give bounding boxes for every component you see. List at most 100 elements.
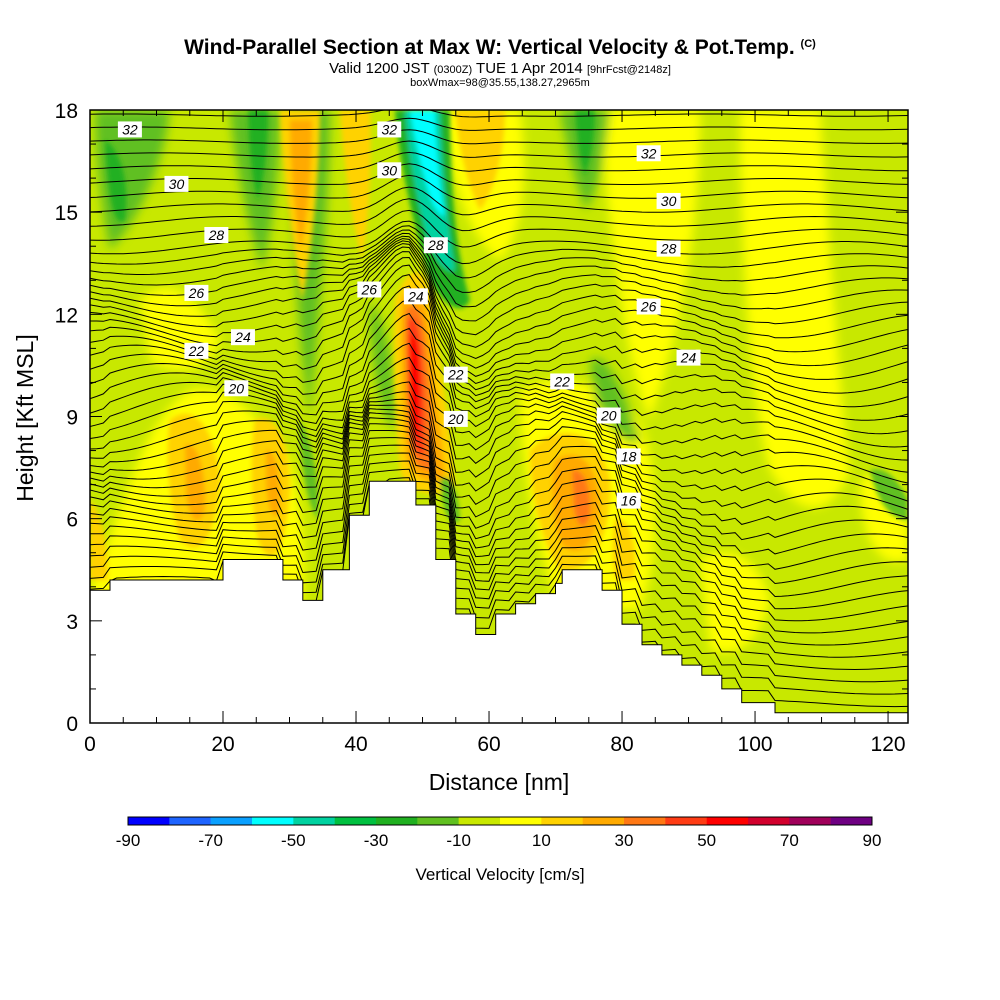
field-region — [95, 110, 170, 250]
colorbar-swatch — [376, 817, 418, 825]
colorbar-label: 50 — [697, 831, 716, 850]
contour-label: 26 — [357, 281, 382, 298]
field-region — [290, 120, 312, 250]
contour-label: 20 — [596, 407, 621, 424]
x-tick-label: 60 — [477, 733, 500, 756]
field-region — [105, 140, 127, 222]
theta-contour-line — [90, 417, 908, 598]
contour-label-text: 28 — [660, 241, 677, 257]
contour-label-bg — [550, 373, 575, 390]
contour-label-text: 20 — [447, 411, 464, 427]
y-tick-label: 3 — [66, 611, 78, 634]
x-tick-label: 100 — [738, 733, 773, 756]
contour-label-bg — [357, 281, 382, 298]
theta-contour-line — [90, 460, 908, 671]
forecast-info: [9hrFcst@2148z] — [586, 64, 671, 76]
contour-label: 20 — [224, 380, 249, 397]
contour-label-bg — [616, 448, 641, 465]
contour-label: 30 — [164, 175, 189, 192]
terrain — [90, 480, 908, 723]
theta-contour-line — [90, 117, 908, 131]
field-region — [572, 469, 591, 526]
theta-contour-line — [90, 238, 908, 336]
x-tick-label: 80 — [610, 733, 633, 756]
contour-label: 28 — [423, 237, 448, 254]
copyright-mark: (C) — [800, 38, 816, 50]
colorbar-swatch — [334, 817, 377, 825]
colorbar-swatch — [830, 817, 873, 825]
contour-label-text: 26 — [361, 281, 378, 297]
contour-label-text: 22 — [553, 373, 570, 389]
theta-contour-line — [90, 246, 908, 369]
contour-label-bg — [184, 284, 209, 301]
theta-contour-line — [90, 312, 908, 461]
colorbar-label: 10 — [532, 831, 551, 850]
theta-contour-line — [90, 430, 908, 622]
contour-label: 22 — [443, 366, 468, 383]
contour-label-text: 26 — [188, 285, 205, 301]
contour-label-text: 16 — [621, 493, 637, 509]
contour-label-text: 30 — [169, 176, 185, 192]
contour-label: 20 — [443, 410, 468, 427]
colorbar-swatch — [665, 817, 707, 825]
theta-contour-line — [90, 174, 908, 201]
colorbar-swatch — [624, 817, 666, 825]
contour-label-bg — [377, 162, 402, 179]
contour-label-bg — [636, 145, 661, 162]
contour-label: 26 — [184, 284, 209, 301]
colorbar-swatch — [252, 817, 294, 825]
theta-contours — [90, 110, 908, 708]
theta-contour-line — [90, 423, 908, 610]
contour-label: 32 — [636, 145, 661, 162]
theta-contour-line — [90, 251, 908, 380]
theta-contour-line — [90, 404, 908, 555]
colorbar-swatch — [706, 817, 749, 825]
contour-label-text: 30 — [661, 193, 677, 209]
chart-subtitle: Valid 1200 JST (0300Z) TUE 1 Apr 2014 [9… — [0, 60, 1000, 77]
x-axis-title: Distance [nm] — [429, 769, 570, 795]
colorbar-label: 30 — [615, 831, 634, 850]
field-region — [300, 420, 319, 520]
colorbar-swatch — [458, 817, 501, 825]
colorbar-swatch — [169, 817, 211, 825]
contour-label-bg — [117, 121, 142, 138]
contour-label-text: 22 — [188, 343, 205, 359]
contour-label: 30 — [656, 192, 681, 209]
theta-contour-line — [90, 468, 908, 683]
theta-contour-line — [90, 452, 908, 658]
contour-label-bg — [377, 121, 402, 138]
theta-contour-line — [90, 198, 908, 232]
contour-label-bg — [204, 227, 229, 244]
colorbar-label: -90 — [116, 831, 141, 850]
colorbar-swatch — [210, 817, 253, 825]
contour-label-text: 24 — [234, 329, 251, 345]
theta-contour-line — [90, 163, 908, 186]
contour-label-bg — [636, 298, 661, 315]
colorbar-label: 70 — [780, 831, 799, 850]
theta-contour-line — [90, 229, 908, 293]
theta-contour-line — [90, 243, 908, 360]
contour-label: 24 — [403, 288, 428, 305]
contour-labels: 16 18 20 20 20 22 22 22 24 24 24 26 26 26 28 28 28 30 30 30… — [117, 121, 701, 509]
contour-label-bg — [656, 240, 681, 257]
contour-label-text: 20 — [600, 408, 617, 424]
colorbar-swatch — [582, 817, 625, 825]
contour-label-text: 24 — [407, 288, 424, 304]
theta-contour-line — [90, 408, 908, 570]
colorbar-swatch — [541, 817, 583, 825]
y-tick-label: 9 — [66, 407, 78, 430]
y-tick-label: 6 — [66, 509, 78, 532]
field-region — [740, 110, 850, 508]
colorbar-swatch — [500, 817, 542, 825]
theta-contour-line — [90, 186, 908, 216]
valid-date: TUE 1 Apr 2014 — [476, 60, 583, 77]
contour-label-bg — [596, 407, 621, 424]
contour-label-bg — [164, 175, 189, 192]
box-info: boxWmax=98@35.55,138.27,2965m — [410, 77, 590, 89]
contour-label-bg — [224, 380, 249, 397]
contour-label: 22 — [184, 342, 209, 359]
contour-label: 18 — [616, 448, 641, 465]
colorbar-label: -30 — [364, 831, 389, 850]
valid-prefix: Valid 1200 JST — [329, 60, 430, 77]
contour-label: 24 — [230, 329, 255, 346]
